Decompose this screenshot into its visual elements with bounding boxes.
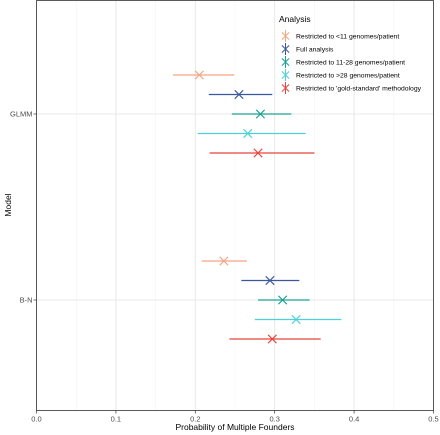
estimate-restricted-to-11-genomes-patient-glmm bbox=[173, 70, 235, 80]
legend-item-full-analysis: Full analysis bbox=[281, 43, 334, 55]
point-estimate-marker bbox=[194, 70, 204, 80]
legend-key-marker bbox=[281, 45, 290, 53]
estimate-restricted-to-11-28-genomes-patient-glmm bbox=[231, 109, 292, 119]
point-estimate-marker bbox=[243, 128, 253, 139]
estimate-restricted-to-11-28-genomes-patient-b-n bbox=[258, 295, 310, 305]
estimate-restricted-to-28-genomes-patient-b-n bbox=[254, 314, 342, 325]
y-tick-label: B-N bbox=[20, 296, 33, 305]
point-estimate-marker bbox=[255, 109, 265, 119]
marks bbox=[173, 70, 342, 344]
x-tick-label: 0.0 bbox=[31, 415, 41, 424]
point-estimate-marker bbox=[265, 275, 275, 286]
estimate-restricted-to-11-genomes-patient-b-n bbox=[201, 256, 247, 266]
estimate-restricted-to-gold-standard-methodology-glmm bbox=[209, 148, 315, 158]
y-tick-label: GLMM bbox=[10, 110, 33, 119]
x-tick-label: 0.4 bbox=[349, 415, 359, 424]
legend-key-marker bbox=[281, 32, 290, 40]
plot-panel-border bbox=[36, 0, 434, 411]
x-tick-label: 0.5 bbox=[428, 415, 438, 424]
point-estimate-marker bbox=[278, 295, 288, 305]
point-estimate-marker bbox=[253, 148, 263, 158]
legend-item-restricted-to-11-28-genomes-patient: Restricted to 11-28 genomes/patient bbox=[281, 56, 405, 68]
estimate-restricted-to-28-genomes-patient-glmm bbox=[197, 128, 306, 139]
estimate-restricted-to-gold-standard-methodology-b-n bbox=[229, 334, 321, 344]
legend-key-marker bbox=[281, 84, 290, 92]
axes: 0.0 0.1 0.2 0.3 0.4 0.5 GLMM B-N bbox=[10, 110, 439, 424]
estimate-full-analysis-b-n bbox=[241, 275, 300, 286]
x-tick-label: 0.1 bbox=[111, 415, 121, 424]
x-axis-title: Probability of Multiple Founders bbox=[175, 422, 294, 432]
legend-label: Restricted to 'gold-standard' methodolog… bbox=[296, 86, 422, 93]
estimate-full-analysis-glmm bbox=[208, 89, 273, 100]
y-axis-title: Model bbox=[3, 193, 13, 216]
legend-item-restricted-to-11-genomes-patient: Restricted to <11 genomes/patient bbox=[281, 30, 399, 42]
point-estimate-marker bbox=[267, 334, 277, 344]
legend-label: Restricted to 11-28 genomes/patient bbox=[296, 60, 405, 67]
legend-item-restricted-to-gold-standard-methodology: Restricted to 'gold-standard' methodolog… bbox=[281, 82, 422, 94]
legend-key-marker bbox=[281, 58, 290, 66]
point-estimate-marker bbox=[234, 89, 244, 100]
legend-key-marker bbox=[281, 71, 290, 79]
legend: Analysis Restricted to <11 genomes/patie… bbox=[279, 14, 422, 94]
point-estimate-marker bbox=[219, 256, 229, 266]
x-tick-label: 0.2 bbox=[190, 415, 200, 424]
legend-label: Full analysis bbox=[296, 47, 334, 54]
point-estimate-marker bbox=[291, 314, 301, 325]
legend-item-restricted-to-28-genomes-patient: Restricted to >28 genomes/patient bbox=[281, 69, 400, 81]
legend-title: Analysis bbox=[279, 14, 311, 24]
legend-label: Restricted to <11 genomes/patient bbox=[296, 34, 399, 41]
x-tick-label: 0.3 bbox=[269, 415, 279, 424]
legend-label: Restricted to >28 genomes/patient bbox=[296, 73, 400, 80]
